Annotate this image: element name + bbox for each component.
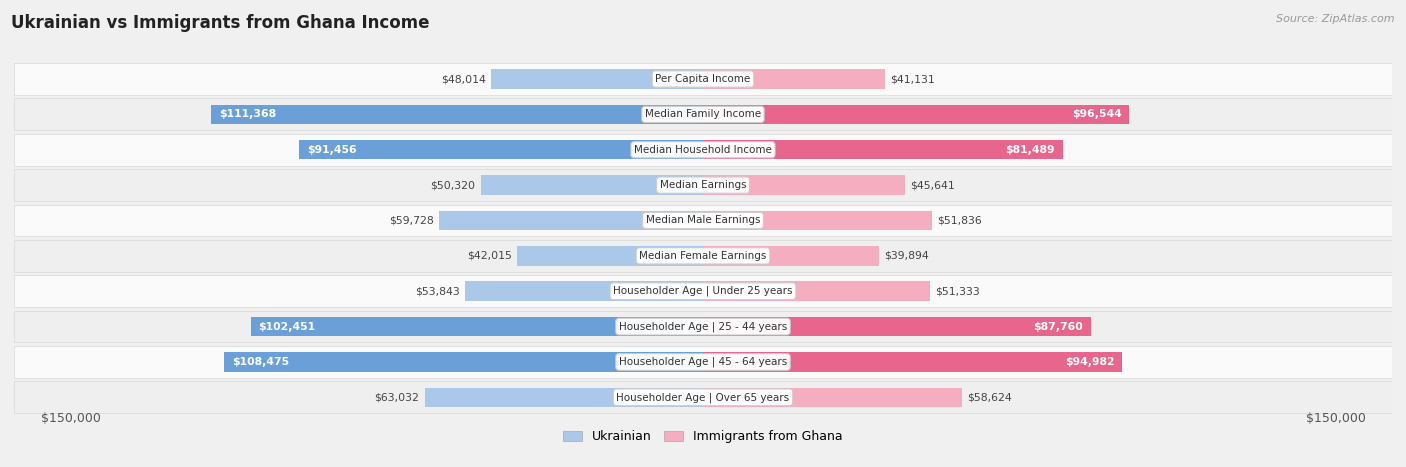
FancyBboxPatch shape xyxy=(14,311,1392,342)
Bar xyxy=(224,352,703,372)
Text: $45,641: $45,641 xyxy=(910,180,955,190)
Text: Median Household Income: Median Household Income xyxy=(634,145,772,155)
Text: $51,836: $51,836 xyxy=(938,215,981,226)
Text: $59,728: $59,728 xyxy=(389,215,434,226)
Bar xyxy=(703,282,929,301)
Text: Householder Age | 25 - 44 years: Householder Age | 25 - 44 years xyxy=(619,321,787,332)
Text: $63,032: $63,032 xyxy=(374,392,419,402)
FancyBboxPatch shape xyxy=(14,346,1392,378)
Bar xyxy=(703,176,904,195)
Bar xyxy=(703,352,1122,372)
Text: Median Female Earnings: Median Female Earnings xyxy=(640,251,766,261)
Text: $53,843: $53,843 xyxy=(415,286,460,296)
Text: $42,015: $42,015 xyxy=(467,251,512,261)
FancyBboxPatch shape xyxy=(14,205,1392,236)
FancyBboxPatch shape xyxy=(14,63,1392,95)
Bar xyxy=(517,246,703,266)
FancyBboxPatch shape xyxy=(14,99,1392,130)
Bar xyxy=(439,211,703,230)
Bar xyxy=(481,176,703,195)
Bar xyxy=(425,388,703,407)
Text: $111,368: $111,368 xyxy=(219,109,276,120)
Text: $87,760: $87,760 xyxy=(1033,322,1083,332)
Text: $150,000: $150,000 xyxy=(41,412,100,425)
Bar xyxy=(211,105,703,124)
Text: Ukrainian vs Immigrants from Ghana Income: Ukrainian vs Immigrants from Ghana Incom… xyxy=(11,14,430,32)
FancyBboxPatch shape xyxy=(14,240,1392,272)
Bar xyxy=(299,140,703,160)
Text: Householder Age | Over 65 years: Householder Age | Over 65 years xyxy=(616,392,790,403)
Bar xyxy=(465,282,703,301)
FancyBboxPatch shape xyxy=(14,382,1392,413)
Bar xyxy=(703,317,1091,336)
Bar xyxy=(703,388,962,407)
Text: $48,014: $48,014 xyxy=(441,74,485,84)
Bar xyxy=(703,246,879,266)
Bar xyxy=(703,105,1129,124)
Text: $96,544: $96,544 xyxy=(1071,109,1122,120)
FancyBboxPatch shape xyxy=(14,276,1392,307)
Text: Median Male Earnings: Median Male Earnings xyxy=(645,215,761,226)
Text: $41,131: $41,131 xyxy=(890,74,935,84)
Text: $108,475: $108,475 xyxy=(232,357,290,367)
Text: Median Earnings: Median Earnings xyxy=(659,180,747,190)
Bar xyxy=(703,69,884,89)
Text: Median Family Income: Median Family Income xyxy=(645,109,761,120)
Bar xyxy=(250,317,703,336)
Text: $81,489: $81,489 xyxy=(1005,145,1054,155)
Text: $150,000: $150,000 xyxy=(1306,412,1365,425)
Legend: Ukrainian, Immigrants from Ghana: Ukrainian, Immigrants from Ghana xyxy=(564,430,842,443)
Text: $50,320: $50,320 xyxy=(430,180,475,190)
FancyBboxPatch shape xyxy=(14,169,1392,201)
Text: Householder Age | 45 - 64 years: Householder Age | 45 - 64 years xyxy=(619,357,787,367)
FancyBboxPatch shape xyxy=(14,134,1392,166)
Text: Per Capita Income: Per Capita Income xyxy=(655,74,751,84)
Text: $94,982: $94,982 xyxy=(1064,357,1115,367)
Text: Source: ZipAtlas.com: Source: ZipAtlas.com xyxy=(1277,14,1395,24)
Text: $51,333: $51,333 xyxy=(935,286,980,296)
Text: Householder Age | Under 25 years: Householder Age | Under 25 years xyxy=(613,286,793,297)
Text: $102,451: $102,451 xyxy=(259,322,315,332)
Bar xyxy=(703,140,1063,160)
Bar xyxy=(491,69,703,89)
Text: $91,456: $91,456 xyxy=(307,145,357,155)
Bar xyxy=(703,211,932,230)
Text: $39,894: $39,894 xyxy=(884,251,929,261)
Text: $58,624: $58,624 xyxy=(967,392,1012,402)
